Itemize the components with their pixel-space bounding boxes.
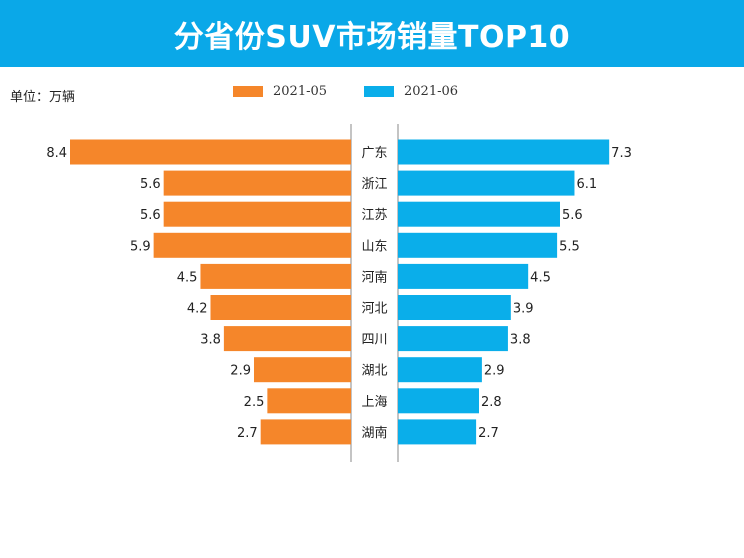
category-label-湖北: 湖北	[361, 364, 387, 379]
data-label-2021-05-广东: 8.4	[46, 146, 67, 161]
data-label-2021-06-广东: 7.3	[611, 146, 632, 161]
bar-2021-06-江苏	[398, 201, 560, 227]
data-label-2021-05-湖南: 2.7	[237, 426, 258, 441]
data-label-2021-05-江苏: 5.6	[140, 208, 161, 223]
category-label-广东: 广东	[361, 146, 387, 161]
category-label-四川: 四川	[361, 333, 387, 348]
legend-label-2021-06: 2021-06	[404, 84, 459, 99]
chart-title-banner: 分省份SUV市场销量TOP10	[0, 0, 744, 67]
bar-2021-05-河南	[200, 263, 351, 289]
bar-2021-06-四川	[398, 326, 508, 352]
data-label-2021-06-湖南: 2.7	[478, 426, 499, 441]
data-label-2021-06-河北: 3.9	[513, 302, 534, 317]
data-label-2021-06-上海: 2.8	[481, 395, 502, 410]
bar-2021-05-江苏	[163, 201, 351, 227]
legend-swatch-2021-05	[233, 86, 263, 97]
data-label-2021-06-河南: 4.5	[530, 270, 551, 285]
category-label-河北: 河北	[361, 302, 387, 317]
bar-2021-05-湖南	[260, 419, 351, 445]
data-label-2021-05-河北: 4.2	[187, 302, 208, 317]
legend-item-2021-06: 2021-06	[364, 84, 458, 99]
bar-2021-06-河南	[398, 263, 529, 289]
bar-2021-06-上海	[398, 388, 479, 414]
data-label-2021-06-山东: 5.5	[559, 239, 580, 254]
bar-2021-06-湖北	[398, 357, 482, 383]
data-label-2021-05-河南: 4.5	[177, 270, 198, 285]
category-label-湖南: 湖南	[361, 425, 387, 441]
category-label-浙江: 浙江	[361, 177, 387, 192]
bar-2021-05-上海	[267, 388, 351, 414]
data-label-2021-05-浙江: 5.6	[140, 177, 161, 192]
bar-2021-05-广东	[70, 139, 351, 165]
data-label-2021-06-江苏: 5.6	[562, 208, 583, 223]
unit-label: 单位：万辆	[10, 90, 76, 105]
category-label-江苏: 江苏	[361, 207, 387, 223]
bar-2021-06-河北	[398, 295, 511, 320]
bar-2021-06-山东	[398, 232, 558, 258]
category-label-山东: 山东	[361, 239, 387, 254]
legend-swatch-2021-06	[364, 86, 394, 97]
chart-title: 分省份SUV市场销量TOP10	[173, 19, 571, 55]
data-label-2021-05-山东: 5.9	[130, 239, 151, 254]
data-label-2021-06-四川: 3.8	[510, 333, 531, 348]
data-label-2021-06-湖北: 2.9	[484, 364, 505, 379]
bar-2021-05-浙江	[163, 170, 351, 196]
bar-2021-06-浙江	[398, 170, 575, 196]
bar-2021-05-四川	[223, 326, 351, 352]
bar-2021-06-湖南	[398, 419, 477, 445]
data-label-2021-05-上海: 2.5	[244, 395, 265, 410]
data-label-2021-05-四川: 3.8	[200, 333, 221, 348]
data-label-2021-06-浙江: 6.1	[576, 177, 597, 192]
data-label-2021-05-湖北: 2.9	[230, 364, 251, 379]
bar-2021-06-广东	[398, 139, 610, 165]
category-label-上海: 上海	[361, 395, 387, 410]
bar-2021-05-山东	[153, 232, 351, 258]
legend-item-2021-05: 2021-05	[233, 84, 327, 99]
legend-label-2021-05: 2021-05	[273, 84, 328, 99]
bar-2021-05-河北	[210, 295, 351, 320]
bar-2021-05-湖北	[253, 357, 351, 383]
category-label-河南: 河南	[361, 269, 387, 285]
